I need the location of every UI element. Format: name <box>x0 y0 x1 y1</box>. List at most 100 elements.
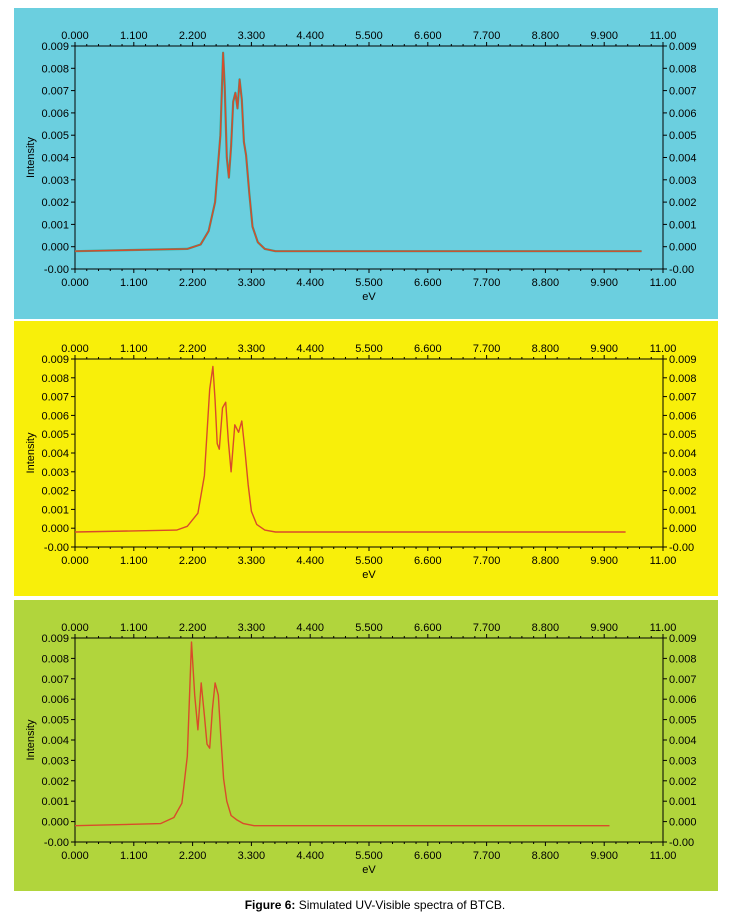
x-tick-label-bottom: 2.200 <box>179 277 207 289</box>
figure-caption-label: Figure 6: <box>244 898 296 912</box>
y-tick-label-right: 0.002 <box>669 197 697 209</box>
y-tick-label-left: 0.006 <box>41 694 69 706</box>
y-tick-label-left: 0.003 <box>41 175 69 187</box>
y-tick-label-left: 0.003 <box>41 467 69 479</box>
y-axis-label: Intensity <box>25 137 37 178</box>
x-tick-label-bottom: 9.900 <box>590 555 618 567</box>
x-tick-label-bottom: 7.700 <box>473 850 501 862</box>
x-tick-label-bottom: 9.900 <box>590 277 618 289</box>
x-tick-label-bottom: 0.000 <box>61 850 89 862</box>
x-tick-label-top: 0.000 <box>61 343 89 355</box>
x-tick-label-bottom: 2.200 <box>179 555 207 567</box>
x-tick-label-top: 1.100 <box>120 622 148 634</box>
y-axis-label: Intensity <box>25 432 37 473</box>
x-tick-label-top: 9.900 <box>590 30 618 42</box>
x-tick-label-top: 0.000 <box>61 30 89 42</box>
y-tick-label-right: 0.006 <box>669 694 697 706</box>
x-tick-label-bottom: 11.00 <box>650 555 677 567</box>
y-tick-label-right: 0.008 <box>669 653 697 665</box>
x-tick-label-top: 5.500 <box>355 30 383 42</box>
x-tick-label-bottom: 1.100 <box>120 555 148 567</box>
spectrum-panel-2: 0.000 0.000 1.100 1.100 2.200 2.200 3.300 3.300… <box>14 321 718 596</box>
y-tick-label-left: 0.009 <box>41 633 69 645</box>
figure-caption: Figure 6: Simulated UV-Visible spectra o… <box>0 898 750 912</box>
y-tick-label-left: 0.004 <box>41 735 69 747</box>
spectrum-panel-3: 0.000 0.000 1.100 1.100 2.200 2.200 3.300 3.300… <box>14 600 718 891</box>
y-tick-label-right: 0.003 <box>669 755 697 767</box>
spectrum-chart-1: 0.000 0.000 1.100 1.100 2.200 2.200 3.300 3.300… <box>14 8 718 319</box>
y-tick-label-left: -0.00 <box>44 837 69 849</box>
x-tick-label-bottom: 4.400 <box>296 555 324 567</box>
x-tick-label-top: 11.00 <box>650 622 677 634</box>
panel-background <box>14 600 718 891</box>
y-tick-label-left: 0.001 <box>41 219 69 231</box>
y-tick-label-right: 0.009 <box>669 633 697 645</box>
y-tick-label-right: 0.009 <box>669 354 697 366</box>
x-tick-label-top: 3.300 <box>238 30 266 42</box>
x-tick-label-top: 7.700 <box>473 343 501 355</box>
x-tick-label-bottom: 4.400 <box>296 277 324 289</box>
x-tick-label-bottom: 6.600 <box>414 277 442 289</box>
x-tick-label-top: 4.400 <box>296 343 324 355</box>
y-tick-label-right: 0.000 <box>669 523 697 535</box>
panel-background <box>14 321 718 596</box>
y-tick-label-right: 0.004 <box>669 153 697 165</box>
spectrum-line <box>74 365 626 533</box>
y-tick-label-right: -0.00 <box>669 264 694 276</box>
x-tick-label-top: 9.900 <box>590 343 618 355</box>
y-tick-label-left: -0.00 <box>44 542 69 554</box>
y-tick-label-right: 0.003 <box>669 467 697 479</box>
y-tick-label-left: 0.005 <box>41 429 69 441</box>
spectrum-line <box>74 641 610 827</box>
x-tick-label-top: 8.800 <box>532 622 560 634</box>
x-tick-label-bottom: 11.00 <box>650 277 677 289</box>
x-tick-label-bottom: 11.00 <box>650 850 677 862</box>
x-tick-label-top: 1.100 <box>120 30 148 42</box>
y-tick-label-left: 0.001 <box>41 504 69 516</box>
x-tick-label-top: 3.300 <box>238 622 266 634</box>
x-tick-label-bottom: 6.600 <box>414 555 442 567</box>
y-tick-label-left: 0.000 <box>41 523 69 535</box>
y-tick-label-right: 0.007 <box>669 86 697 98</box>
x-tick-label-bottom: 7.700 <box>473 555 501 567</box>
y-tick-label-left: 0.005 <box>41 715 69 727</box>
y-tick-label-left: 0.008 <box>41 63 69 75</box>
y-tick-label-right: 0.008 <box>669 63 697 75</box>
y-tick-label-left: 0.001 <box>41 796 69 808</box>
y-tick-label-left: 0.002 <box>41 486 69 498</box>
x-tick-label-top: 2.200 <box>179 343 207 355</box>
x-tick-label-bottom: 1.100 <box>120 277 148 289</box>
x-tick-label-bottom: 7.700 <box>473 277 501 289</box>
x-tick-label-top: 5.500 <box>355 343 383 355</box>
x-tick-label-top: 2.200 <box>179 622 207 634</box>
x-tick-label-top: 7.700 <box>473 622 501 634</box>
y-tick-label-left: 0.005 <box>41 130 69 142</box>
y-tick-label-left: 0.007 <box>41 392 69 404</box>
x-tick-label-top: 5.500 <box>355 622 383 634</box>
x-tick-label-bottom: 2.200 <box>179 850 207 862</box>
x-tick-label-bottom: 8.800 <box>532 555 560 567</box>
x-tick-label-top: 6.600 <box>414 622 442 634</box>
x-tick-label-top: 6.600 <box>414 30 442 42</box>
y-tick-label-left: 0.009 <box>41 354 69 366</box>
y-tick-label-right: 0.004 <box>669 448 697 460</box>
panel-background <box>14 8 718 319</box>
y-tick-label-right: -0.00 <box>669 837 694 849</box>
y-tick-label-left: 0.008 <box>41 373 69 385</box>
y-tick-label-left: 0.002 <box>41 776 69 788</box>
x-tick-label-top: 8.800 <box>532 30 560 42</box>
x-tick-label-bottom: 3.300 <box>238 850 266 862</box>
x-tick-label-bottom: 0.000 <box>61 555 89 567</box>
y-tick-label-right: 0.005 <box>669 130 697 142</box>
y-tick-label-right: 0.000 <box>669 242 697 254</box>
x-tick-label-top: 8.800 <box>532 343 560 355</box>
y-tick-label-right: 0.004 <box>669 735 697 747</box>
y-tick-label-left: 0.006 <box>41 108 69 120</box>
y-tick-label-left: 0.007 <box>41 86 69 98</box>
x-tick-label-top: 2.200 <box>179 30 207 42</box>
x-tick-label-bottom: 3.300 <box>238 277 266 289</box>
x-tick-label-bottom: 0.000 <box>61 277 89 289</box>
x-tick-label-top: 4.400 <box>296 30 324 42</box>
x-tick-label-top: 11.00 <box>650 30 677 42</box>
x-tick-label-top: 11.00 <box>650 343 677 355</box>
